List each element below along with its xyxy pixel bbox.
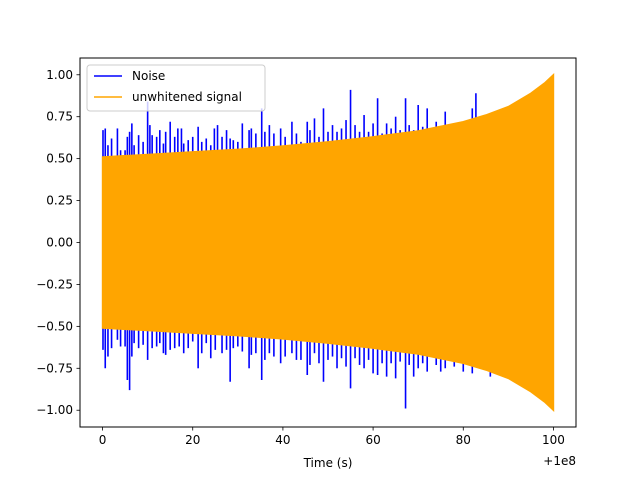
y-tick-label: −0.25 [36, 277, 73, 291]
y-tick-label: −0.50 [36, 319, 73, 333]
legend: Noise unwhitened signal [86, 64, 266, 112]
y-tick-label: 1.00 [46, 68, 73, 82]
x-offset-label: +1e8 [543, 454, 576, 468]
x-tick-label: 40 [275, 433, 290, 447]
x-tick-label: 0 [99, 433, 107, 447]
x-tick-label: 60 [365, 433, 380, 447]
y-tick-label: 0.75 [46, 110, 73, 124]
legend-label-noise: Noise [132, 69, 165, 83]
y-tick-label: 0.50 [46, 152, 73, 166]
signal-envelope [101, 73, 555, 412]
signal-series [101, 73, 555, 412]
x-axis: 0 20 40 60 80 100 [99, 427, 565, 447]
legend-box [86, 64, 266, 112]
y-tick-label: −0.75 [36, 361, 73, 375]
legend-label-signal: unwhitened signal [132, 90, 242, 104]
x-axis-label: Time (s) [303, 456, 353, 470]
y-axis: −1.00 −0.75 −0.50 −0.25 0.00 0.25 0.50 0.75 1.00 [36, 68, 80, 417]
x-tick-label: 100 [542, 433, 565, 447]
y-tick-label: 0.00 [46, 236, 73, 250]
y-tick-label: −1.00 [36, 403, 73, 417]
y-tick-label: 0.25 [46, 194, 73, 208]
x-tick-label: 20 [185, 433, 200, 447]
x-tick-label: 80 [456, 433, 471, 447]
